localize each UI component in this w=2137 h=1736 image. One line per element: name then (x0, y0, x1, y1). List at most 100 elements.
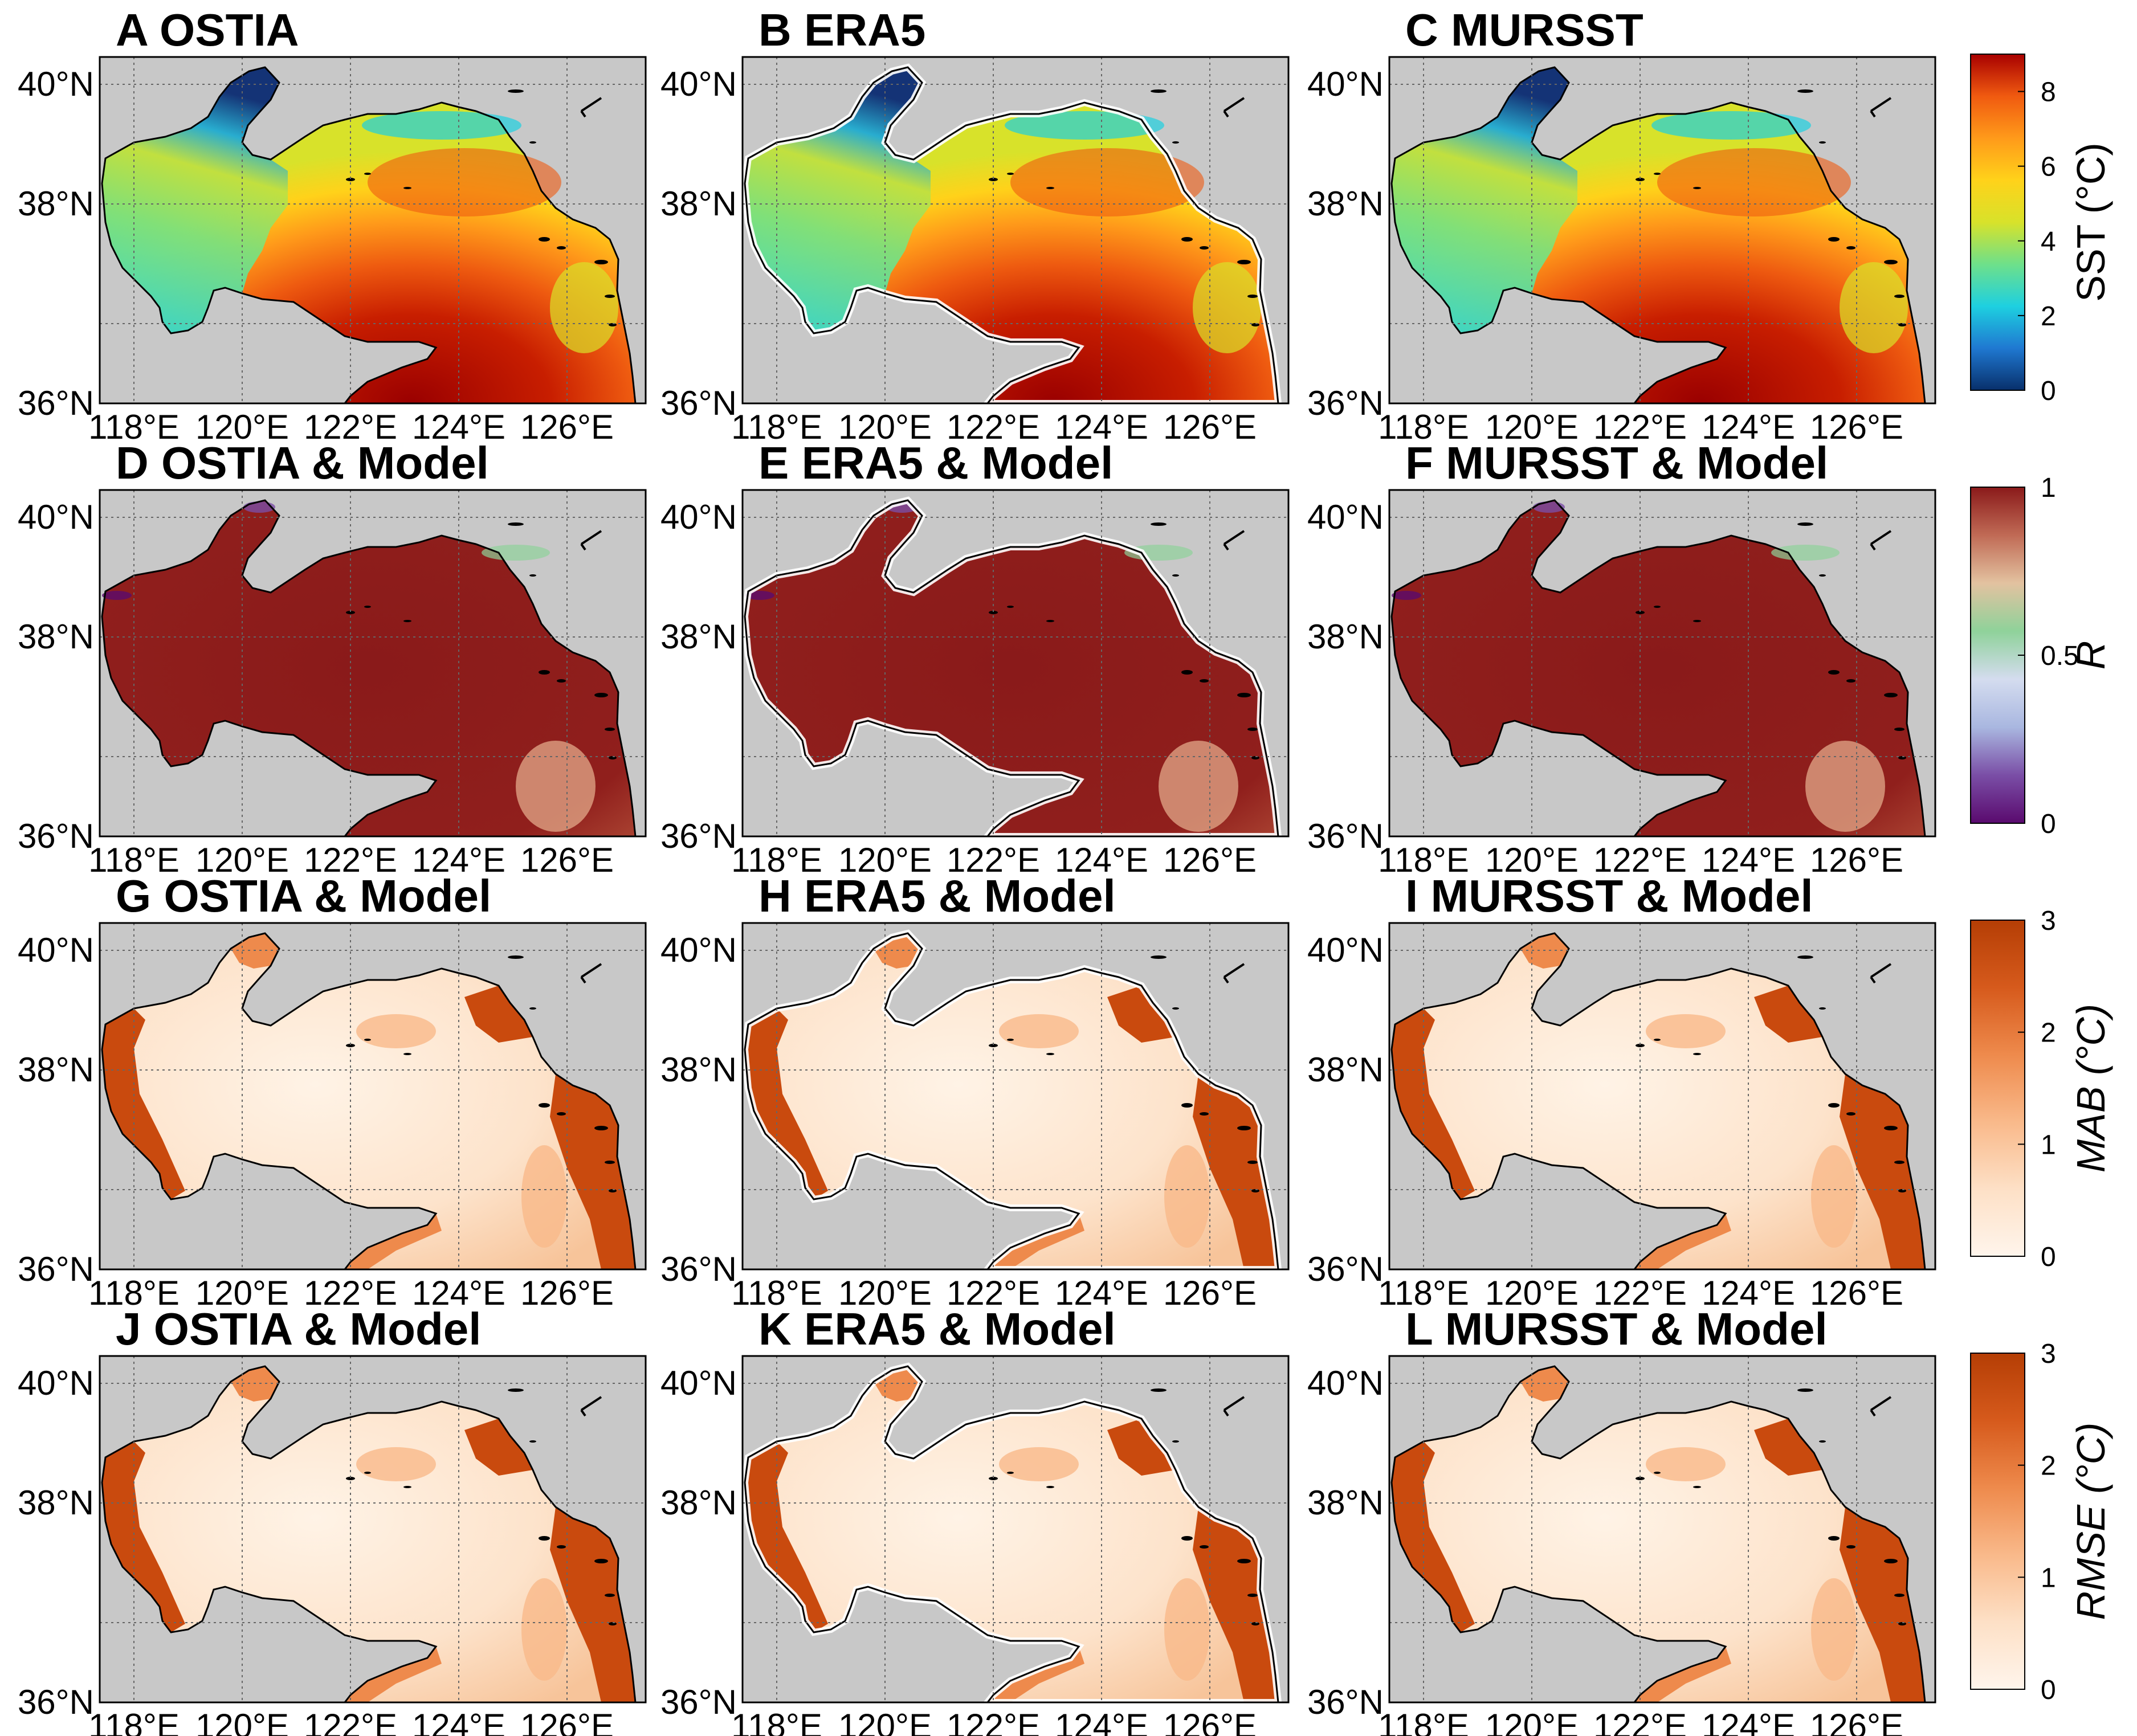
coastal-cool-patch (1840, 262, 1908, 353)
moderate-error (1164, 1578, 1210, 1681)
island (1046, 620, 1054, 622)
island (346, 1044, 355, 1047)
map-area (1389, 1356, 1935, 1702)
island (539, 237, 550, 242)
island (508, 1388, 524, 1392)
island (1200, 1545, 1209, 1549)
lat-tick-label: 40°N (1307, 65, 1384, 103)
island (1884, 260, 1898, 264)
lon-tick-label: 124°E (412, 1707, 505, 1736)
coastline (101, 66, 637, 403)
lat-tick-label: 38°N (18, 1484, 94, 1522)
moderate-error (521, 1145, 567, 1248)
coastline (744, 932, 1279, 1269)
lat-tick-label: 38°N (18, 1051, 94, 1089)
island (1654, 1472, 1661, 1474)
lon-tick-label: 124°E (1702, 1707, 1795, 1736)
map-panel: I MURSST & Model 36°N 38°N 40°N 118°E 120°E 12… (1307, 871, 1936, 1312)
island (1797, 89, 1813, 93)
lon-tick-label: 122°E (947, 1274, 1040, 1312)
lat-tick-label: 40°N (660, 65, 737, 103)
island (1151, 89, 1167, 93)
lon-tick-label: 120°E (195, 1274, 289, 1312)
moderate-error (1164, 1145, 1210, 1248)
map-frame (99, 1355, 647, 1704)
lon-tick-label: 120°E (1485, 1274, 1579, 1312)
map-grid (100, 490, 646, 836)
island (594, 260, 608, 264)
lat-tick-label: 38°N (660, 1484, 737, 1522)
colorbars: 0 2 4 6 8 SST (°C) 0 0.5 1 R 0 1 2 3 MAB (°C) 0 1 2 3 RMSE … (1970, 54, 2113, 1705)
lat-tick-label: 40°N (660, 1364, 737, 1402)
map-panel: H ERA5 & Model 36°N 38°N 40°N 118°E 120°E 122°… (660, 871, 1290, 1312)
warm-tongue (1010, 148, 1204, 217)
colorbar-tick-label: 0 (2041, 1675, 2056, 1705)
island (1247, 1594, 1258, 1597)
island (529, 1007, 536, 1010)
lon-tick-label: 122°E (1593, 1707, 1687, 1736)
lon-tick-label: 120°E (195, 1707, 289, 1736)
island (1654, 173, 1661, 175)
map-area (100, 1356, 646, 1702)
island (1172, 141, 1179, 144)
lon-tick-label: 118°E (88, 1707, 180, 1736)
colorbar: 0 0.5 1 R (1970, 473, 2113, 839)
island (580, 97, 602, 118)
lon-tick-label: 118°E (731, 1707, 822, 1736)
lon-tick-label: 120°E (1485, 408, 1579, 446)
island (346, 178, 355, 181)
island (364, 173, 371, 175)
lat-tick-label: 36°N (18, 1250, 94, 1288)
map-area (100, 923, 646, 1269)
lat-tick-label: 38°N (1307, 1484, 1384, 1522)
lon-tick-label: 124°E (1055, 408, 1148, 446)
island (1172, 574, 1179, 577)
island (989, 1044, 998, 1047)
lon-tick-label: 122°E (947, 1707, 1040, 1736)
island (1223, 1396, 1245, 1417)
island (1819, 1440, 1826, 1443)
island (557, 1545, 566, 1549)
island (1181, 670, 1193, 675)
lon-tick-label: 118°E (88, 408, 180, 446)
coastline (1390, 1365, 1926, 1702)
island (1894, 1594, 1904, 1597)
colorbar-tick-label: 3 (2041, 906, 2056, 936)
map-grid (743, 57, 1288, 403)
lat-tick-label: 36°N (18, 817, 94, 855)
panel-title: H ERA5 & Model (758, 871, 1116, 921)
colorbar-tick-label: 2 (2041, 301, 2056, 332)
island (364, 606, 371, 608)
coastline (744, 1365, 1279, 1702)
lat-tick-label: 38°N (660, 1051, 737, 1089)
lat-tick-label: 40°N (660, 498, 737, 536)
high-error-west (1392, 1008, 1475, 1199)
map-panel: G OSTIA & Model 36°N 38°N 40°N 118°E 120°E 122… (18, 871, 647, 1312)
lon-tick-label: 118°E (731, 408, 822, 446)
island (1894, 295, 1904, 298)
island (594, 693, 608, 697)
island (1181, 237, 1193, 242)
map-frame (99, 922, 647, 1271)
map-area (743, 57, 1288, 403)
lon-tick-label: 122°E (304, 841, 397, 879)
colorbar: 0 2 4 6 8 SST (°C) (1970, 54, 2113, 406)
lon-tick-label: 126°E (1163, 841, 1257, 879)
lat-tick-label: 36°N (18, 1683, 94, 1721)
lon-tick-label: 120°E (838, 1707, 932, 1736)
bohai-sea-field (745, 67, 931, 333)
lon-tick-label: 124°E (412, 1274, 505, 1312)
map-frame (1388, 922, 1936, 1271)
colorbar-label: SST (°C) (2069, 142, 2113, 302)
sea-field (102, 500, 635, 836)
map-panel: B ERA5 36°N 38°N 40°N 118°E 120°E 122°E 124°E 12… (660, 5, 1290, 446)
island (403, 1486, 411, 1488)
island (1046, 187, 1054, 189)
lon-tick-label: 126°E (520, 1274, 614, 1312)
colorbar-tick-label: 2 (2041, 1018, 2056, 1048)
coastal-cool-patch (550, 262, 618, 353)
island (1846, 1112, 1855, 1116)
island (1654, 606, 1661, 608)
island (594, 1559, 608, 1563)
island (580, 963, 602, 984)
